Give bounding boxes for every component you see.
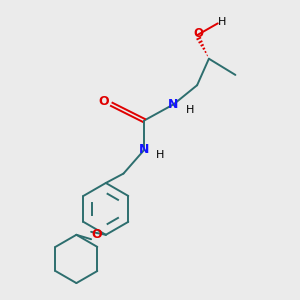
Text: O: O	[91, 228, 102, 241]
Text: H: H	[156, 150, 164, 160]
Text: O: O	[98, 95, 109, 108]
Text: N: N	[139, 143, 149, 157]
Text: O: O	[194, 27, 204, 40]
Text: N: N	[168, 98, 179, 111]
Text: H: H	[186, 105, 194, 115]
Text: H: H	[218, 17, 226, 27]
